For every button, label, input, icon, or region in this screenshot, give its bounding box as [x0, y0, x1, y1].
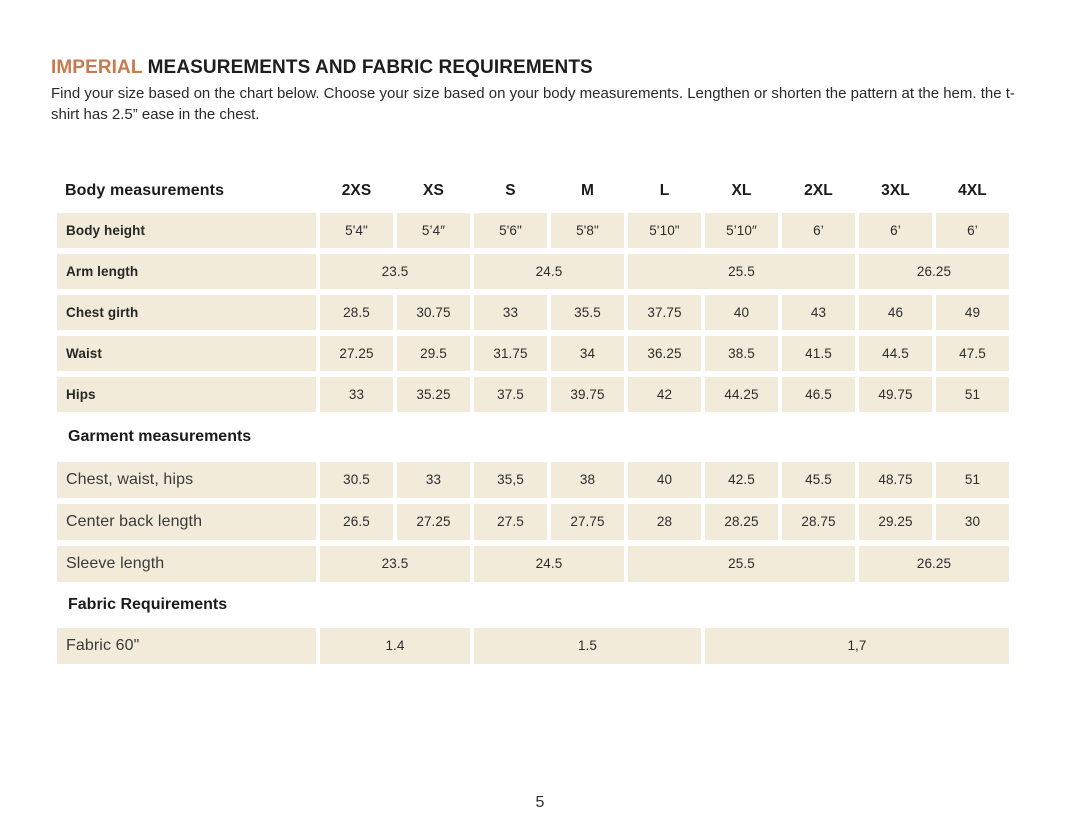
measurement-cell: 35,5	[474, 461, 547, 498]
measurement-cell: 5'8"	[551, 212, 624, 248]
measurement-cell: 6’	[859, 212, 932, 248]
measurement-cell-merged: 25.5	[628, 545, 855, 582]
measurement-cell: 51	[936, 461, 1009, 498]
measurement-cell: 51	[936, 376, 1009, 412]
column-header-l: L	[659, 181, 670, 199]
column-header-m: M	[580, 181, 594, 199]
measurement-cell: 28.5	[320, 294, 393, 330]
measurement-cell: 28	[628, 503, 701, 540]
measurement-cell: 27.25	[397, 503, 470, 540]
measurement-cell: 44.25	[705, 376, 778, 412]
measurement-cell: 46	[859, 294, 932, 330]
row-label-sleeve-length: Sleeve length	[57, 545, 316, 582]
measurement-cell: 37.5	[474, 376, 547, 412]
measurement-cell: 5'10"	[628, 212, 701, 248]
measurement-cell: 28.75	[782, 503, 855, 540]
column-header-4xl: 4XL	[958, 181, 987, 199]
measurement-cell-merged: 23.5	[320, 253, 470, 289]
measurement-cell: 44.5	[859, 335, 932, 371]
measurement-cell: 49	[936, 294, 1009, 330]
measurement-cell: 30.75	[397, 294, 470, 330]
section-title-garment-measurements: Garment measurements	[68, 427, 252, 445]
measurement-cell: 42.5	[705, 461, 778, 498]
column-header-2xl: 2XL	[804, 181, 833, 199]
measurement-cell: 33	[474, 294, 547, 330]
measurement-cell: 48.75	[859, 461, 932, 498]
column-header-3xl: 3XL	[881, 181, 910, 199]
measurement-cell: 27.75	[551, 503, 624, 540]
row-label-body-height: Body height	[57, 212, 316, 248]
page-title-rest: MEASUREMENTS AND FABRIC REQUIREMENTS	[142, 57, 593, 78]
measurement-cell-merged: 23.5	[320, 545, 470, 582]
measurement-cell: 33	[320, 376, 393, 412]
measurement-cell: 30.5	[320, 461, 393, 498]
measurement-cell: 29.25	[859, 503, 932, 540]
column-header-s: S	[505, 181, 516, 199]
measurement-cell: 31.75	[474, 335, 547, 371]
measurement-cell: 33	[397, 461, 470, 498]
measurement-cell-merged: 24.5	[474, 253, 624, 289]
measurement-cell: 5'4"	[320, 212, 393, 248]
measurement-cell: 34	[551, 335, 624, 371]
measurement-cell: 35.5	[551, 294, 624, 330]
measurement-cell-merged: 1.4	[320, 627, 470, 664]
measurement-cell: 5'6"	[474, 212, 547, 248]
row-label-waist: Waist	[57, 335, 316, 371]
measurement-cell-merged: 1.5	[474, 627, 701, 664]
page-title-accent: IMPERIAL	[51, 57, 143, 78]
measurement-cell: 38.5	[705, 335, 778, 371]
measurement-cell: 5’10″	[705, 212, 778, 248]
measurement-cell: 36.25	[628, 335, 701, 371]
measurement-cell: 6’	[936, 212, 1009, 248]
measurement-cell: 49.75	[859, 376, 932, 412]
measurement-cell-merged: 1,7	[705, 627, 1009, 664]
measurement-cell: 46.5	[782, 376, 855, 412]
column-header-xs: XS	[423, 181, 444, 199]
row-label-chest-waist-hips: Chest, waist, hips	[57, 461, 316, 498]
measurement-cell: 27.5	[474, 503, 547, 540]
measurement-cell: 5’4″	[397, 212, 470, 248]
intro-text: Find your size based on the chart below.…	[51, 85, 1015, 124]
row-label-hips: Hips	[57, 376, 316, 412]
measurement-cell: 37.75	[628, 294, 701, 330]
measurement-cell: 40	[628, 461, 701, 498]
measurement-cell: 43	[782, 294, 855, 330]
measurement-cell: 28.25	[705, 503, 778, 540]
table-header-body-measurements: Body measurements	[65, 181, 225, 199]
row-label-arm-length: Arm length	[57, 253, 316, 289]
measurement-cell-merged: 26.25	[859, 253, 1009, 289]
measurement-cell: 6’	[782, 212, 855, 248]
row-label-fabric-60: Fabric 60"	[57, 627, 316, 664]
row-label-chest-girth: Chest girth	[57, 294, 316, 330]
column-header-2xs: 2XS	[341, 181, 372, 199]
measurement-cell-merged: 25.5	[628, 253, 855, 289]
size-chart-table: Body measurements 2XS XS S M L XL 2XL 3X…	[57, 175, 1009, 664]
measurement-cell: 45.5	[782, 461, 855, 498]
column-header-xl: XL	[731, 181, 752, 199]
measurement-cell: 40	[705, 294, 778, 330]
measurement-cell: 38	[551, 461, 624, 498]
measurement-cell: 39.75	[551, 376, 624, 412]
measurement-cell: 41.5	[782, 335, 855, 371]
measurement-cell: 26.5	[320, 503, 393, 540]
measurement-cell-merged: 24.5	[474, 545, 624, 582]
measurement-cell: 29.5	[397, 335, 470, 371]
measurement-cell: 35.25	[397, 376, 470, 412]
measurement-cell: 30	[936, 503, 1009, 540]
measurement-cell: 47.5	[936, 335, 1009, 371]
page-number: 5	[535, 794, 545, 811]
section-title-fabric-requirements: Fabric Requirements	[68, 595, 228, 613]
page-title: IMPERIAL MEASUREMENTS AND FABRIC REQUIRE…	[51, 57, 1080, 79]
measurement-cell: 42	[628, 376, 701, 412]
measurement-cell: 27.25	[320, 335, 393, 371]
measurement-cell-merged: 26.25	[859, 545, 1009, 582]
row-label-center-back-length: Center back length	[57, 503, 316, 540]
